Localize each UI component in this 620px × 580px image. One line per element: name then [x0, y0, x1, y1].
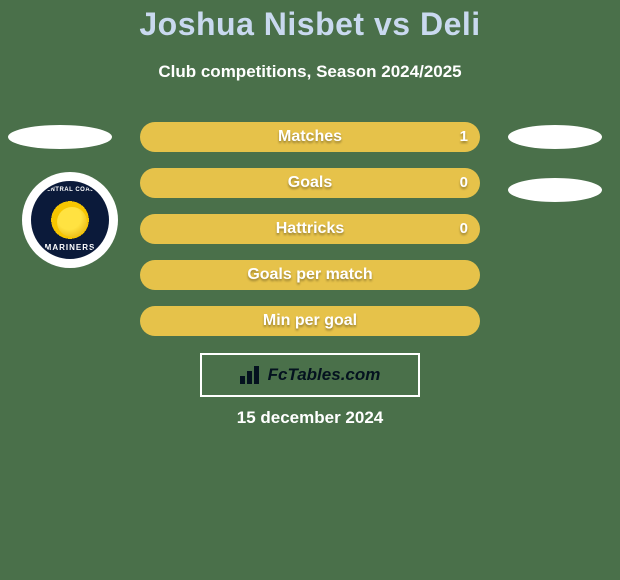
- comparison-card: Joshua Nisbet vs Deli Club competitions,…: [0, 0, 620, 580]
- avatar-left-ellipse: [8, 125, 112, 149]
- stat-row: Matches1: [140, 122, 480, 152]
- badge-top-text: CENTRAL COAST: [33, 187, 107, 193]
- avatar-right-ellipse-2: [508, 178, 602, 202]
- stat-label: Goals per match: [140, 260, 480, 290]
- avatar-right-ellipse-1: [508, 125, 602, 149]
- brand-text: FcTables.com: [268, 365, 381, 385]
- stat-label: Matches: [140, 122, 480, 152]
- stat-right-value: 0: [460, 168, 468, 198]
- stat-row: Min per goal: [140, 306, 480, 336]
- stat-row: Goals0: [140, 168, 480, 198]
- snapshot-date: 15 december 2024: [0, 408, 620, 428]
- page-subtitle: Club competitions, Season 2024/2025: [0, 62, 620, 82]
- stat-row: Goals per match: [140, 260, 480, 290]
- stat-label: Hattricks: [140, 214, 480, 244]
- stat-right-value: 1: [460, 122, 468, 152]
- stat-label: Goals: [140, 168, 480, 198]
- bar-chart-icon: [240, 366, 262, 384]
- badge-bottom-text: MARINERS: [33, 243, 107, 252]
- stat-bars: Matches1Goals0Hattricks0Goals per matchM…: [140, 122, 480, 352]
- badge-ball-icon: [57, 207, 87, 237]
- stat-label: Min per goal: [140, 306, 480, 336]
- stat-row: Hattricks0: [140, 214, 480, 244]
- stat-right-value: 0: [460, 214, 468, 244]
- page-title: Joshua Nisbet vs Deli: [0, 6, 620, 43]
- brand-box: FcTables.com: [200, 353, 420, 397]
- club-badge-inner: CENTRAL COAST MARINERS: [31, 181, 109, 259]
- club-badge-left: CENTRAL COAST MARINERS: [22, 172, 118, 268]
